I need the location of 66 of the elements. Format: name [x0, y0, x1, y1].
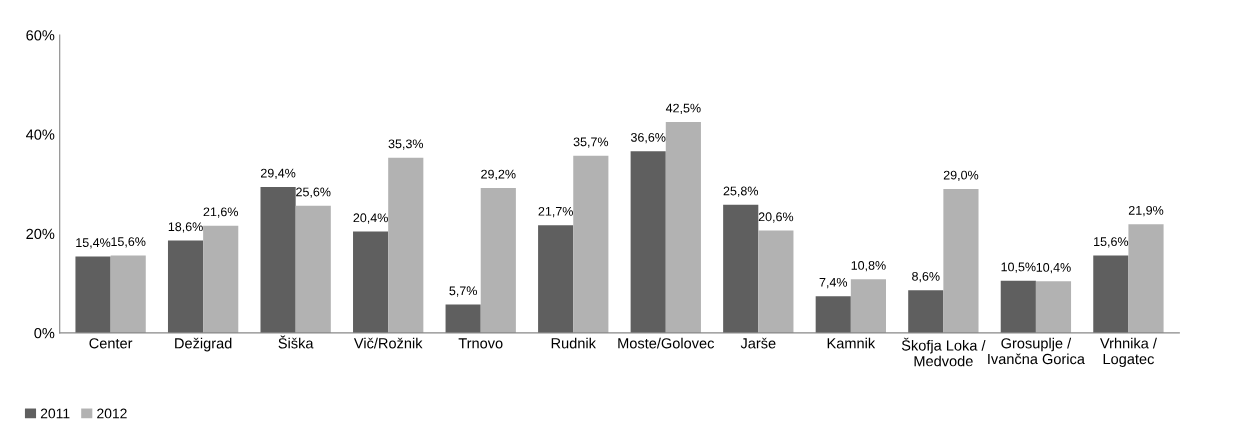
x-tick-label: Trnovo — [458, 338, 503, 349]
bar — [538, 225, 574, 333]
data-label: 10,4% — [1036, 262, 1071, 274]
x-tick-label: Grosuplje / Ivančna Gorica — [988, 337, 1085, 365]
bar — [295, 205, 331, 333]
data-label: 8,6% — [912, 271, 940, 283]
x-tick-label: Škofja Loka / Medvode — [901, 337, 986, 367]
bar — [480, 187, 516, 333]
bar — [1093, 255, 1129, 333]
bar — [850, 279, 886, 333]
data-label: 20,6% — [758, 212, 794, 223]
x-tick-label: Rudnik — [551, 337, 596, 349]
bar — [388, 157, 424, 333]
data-label: 5,7% — [449, 286, 477, 297]
x-tick-label: Kamnik — [827, 337, 876, 349]
data-label: 10,5% — [1001, 262, 1036, 273]
data-label: 35,3% — [388, 139, 424, 150]
data-label: 21,6% — [203, 207, 238, 218]
data-label: 15,6% — [111, 237, 146, 248]
y-tick-label: 20% — [26, 228, 55, 240]
data-label: 25,8% — [723, 186, 758, 197]
x-tick-label: Jarše — [740, 337, 776, 349]
x-tick-label: Moste/Golovec — [618, 337, 715, 349]
data-label: 29,0% — [943, 170, 979, 181]
data-label: 7,4% — [819, 277, 848, 289]
bar — [110, 255, 146, 333]
data-label: 29,2% — [481, 169, 516, 180]
legend-label: 2012 — [97, 408, 127, 419]
data-label: 15,4% — [76, 238, 111, 249]
data-label: 29,4% — [260, 168, 296, 179]
bar — [665, 121, 701, 333]
bar — [908, 290, 944, 333]
data-label: 21,9% — [1128, 205, 1164, 217]
bar — [815, 296, 851, 333]
data-label: 18,6% — [168, 222, 203, 233]
bar — [260, 186, 296, 333]
data-label: 25,6% — [296, 187, 331, 198]
bar — [1035, 281, 1072, 333]
x-tick-label: Vrhnika / Logatec — [1099, 337, 1157, 368]
x-tick-label: Dežigrad — [175, 337, 232, 352]
bar — [758, 230, 794, 333]
data-label: 10,8% — [851, 261, 886, 272]
y-tick-label: 40% — [26, 129, 55, 140]
bar — [630, 151, 666, 333]
data-label: 20,4% — [353, 213, 388, 224]
data-label: 21,7% — [538, 206, 573, 218]
bar — [353, 231, 389, 333]
data-label: 15,6% — [1094, 237, 1129, 248]
bar — [943, 188, 979, 333]
bar — [445, 304, 481, 333]
y-tick-label: 60% — [26, 30, 55, 41]
bar — [723, 204, 759, 333]
bar — [1000, 280, 1036, 333]
legend-label: 2011 — [40, 408, 70, 419]
data-label: 42,5% — [665, 103, 701, 114]
bar — [1128, 224, 1164, 333]
bar — [75, 256, 111, 333]
bar — [573, 155, 609, 333]
x-tick-label: Vič/Rožnik — [353, 337, 423, 349]
bar — [167, 240, 204, 333]
x-tick-label: Center — [89, 338, 133, 349]
x-tick-label: Šiška — [278, 335, 314, 349]
data-label: 35,7% — [573, 137, 609, 148]
bar — [203, 225, 239, 333]
y-tick-label: 0% — [34, 327, 55, 339]
data-label: 36,6% — [630, 132, 666, 144]
